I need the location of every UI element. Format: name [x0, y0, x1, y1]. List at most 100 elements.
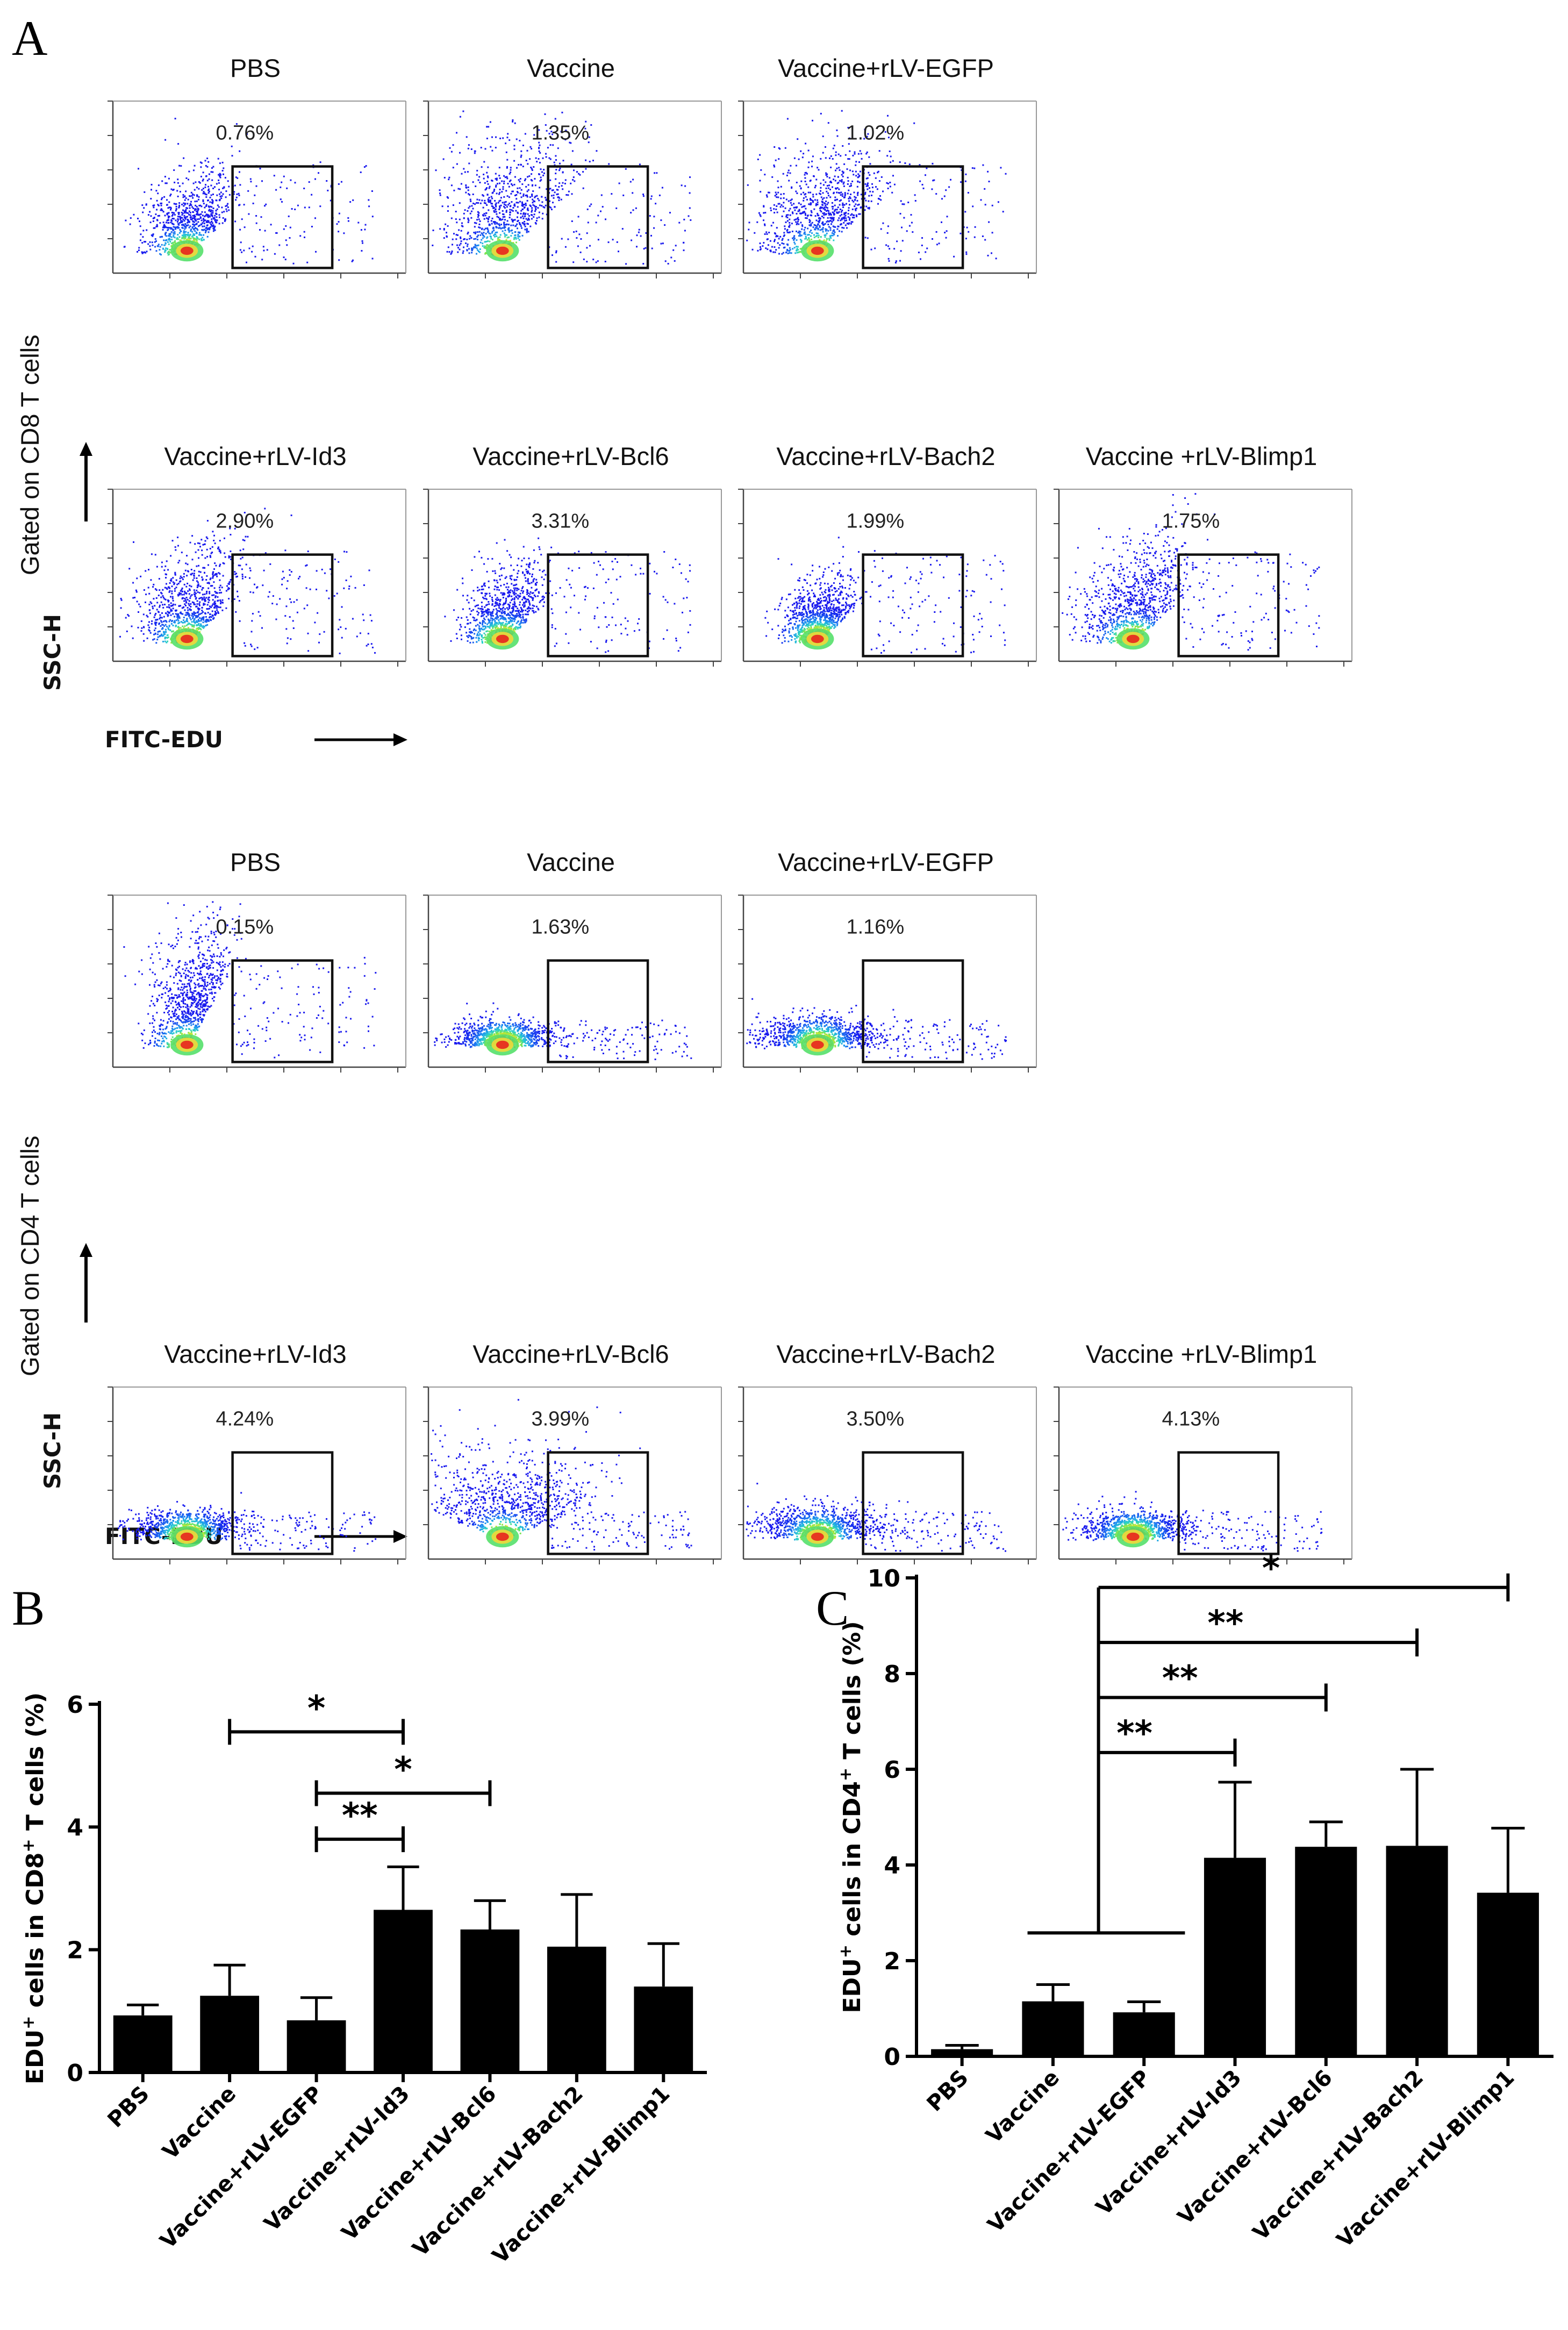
- cell-event: [488, 201, 490, 203]
- cell-event: [147, 214, 149, 216]
- cell-event: [333, 595, 335, 597]
- cell-event: [503, 222, 505, 224]
- cell-event: [538, 173, 540, 175]
- cell-event: [346, 551, 348, 553]
- cell-event: [167, 215, 169, 217]
- cell-event: [533, 562, 535, 564]
- cell-event: [261, 180, 263, 182]
- cell-event: [485, 212, 488, 214]
- cell-event: [468, 248, 470, 250]
- cell-event: [810, 235, 812, 237]
- cell-event: [196, 187, 198, 189]
- cell-event: [808, 221, 811, 223]
- cell-event: [796, 230, 797, 232]
- cell-event: [649, 215, 651, 217]
- cell-event: [800, 221, 802, 224]
- cell-event: [832, 217, 834, 219]
- cell-event: [194, 621, 196, 623]
- cell-event: [831, 221, 833, 223]
- cell-event: [508, 236, 510, 238]
- cell-event: [176, 614, 178, 617]
- cell-event: [283, 256, 285, 259]
- cell-event: [529, 563, 531, 566]
- cell-event: [899, 161, 901, 163]
- cell-event: [586, 261, 588, 263]
- cell-event: [162, 211, 164, 213]
- cell-event: [289, 574, 291, 576]
- cell-event: [487, 608, 489, 610]
- cell-event: [965, 173, 967, 175]
- cell-event: [207, 601, 210, 603]
- cell-event: [154, 614, 156, 616]
- cell-event: [811, 211, 813, 213]
- cell-event: [875, 177, 877, 179]
- cell-event: [163, 225, 165, 227]
- cell-event: [804, 226, 806, 228]
- cell-event: [203, 220, 205, 223]
- cell-event: [189, 623, 191, 625]
- cell-event: [503, 603, 505, 605]
- cell-event: [787, 252, 789, 254]
- cell-event: [980, 199, 982, 201]
- cell-event: [525, 601, 527, 603]
- cell-event: [478, 589, 481, 591]
- cell-event: [820, 112, 822, 115]
- cell-event: [462, 608, 464, 610]
- cell-event: [868, 195, 870, 197]
- cell-event: [446, 235, 448, 237]
- cell-event: [469, 631, 470, 633]
- cell-event: [150, 579, 152, 581]
- cell-event: [864, 183, 867, 185]
- cell-event: [502, 606, 504, 609]
- cell-event: [506, 234, 507, 236]
- cell-event: [500, 622, 503, 624]
- cell-event: [187, 198, 189, 201]
- cell-event: [167, 219, 169, 221]
- cell-event: [237, 177, 239, 179]
- cell-event: [154, 241, 156, 243]
- cell-event: [198, 557, 199, 559]
- cell-event: [211, 224, 213, 226]
- cell-event: [164, 244, 166, 246]
- cell-event: [182, 619, 184, 621]
- cell-event: [203, 223, 205, 225]
- cell-event: [171, 631, 173, 633]
- cell-event: [789, 231, 791, 233]
- cell-event: [186, 575, 188, 577]
- cell-event: [534, 184, 536, 187]
- cell-event: [178, 212, 180, 214]
- cell-event: [857, 192, 858, 195]
- cell-event: [164, 638, 166, 640]
- cell-event: [188, 237, 190, 239]
- cell-event: [604, 261, 606, 262]
- cell-event: [177, 618, 179, 620]
- cell-event: [522, 592, 524, 594]
- cell-event: [223, 211, 225, 213]
- cell-event: [810, 225, 812, 227]
- cell-event: [509, 591, 511, 594]
- cell-event: [475, 246, 477, 248]
- cell-event: [786, 118, 789, 120]
- cell-event: [825, 240, 827, 242]
- cell-event: [272, 595, 274, 597]
- cell-event: [469, 613, 471, 616]
- cell-event: [196, 628, 198, 630]
- cell-event: [595, 261, 597, 263]
- cell-event: [207, 185, 209, 188]
- cell-event: [158, 631, 160, 632]
- cell-event: [209, 216, 211, 218]
- cell-event: [495, 178, 497, 180]
- cell-event: [488, 126, 490, 128]
- cell-event: [479, 628, 482, 630]
- cell-event: [199, 216, 202, 218]
- cell-event: [165, 577, 167, 579]
- cell-event: [153, 616, 155, 618]
- cell-event: [151, 623, 153, 625]
- cell-event: [477, 637, 479, 639]
- cell-event: [538, 216, 540, 218]
- cell-event: [227, 180, 229, 182]
- cell-event: [525, 598, 526, 600]
- cell-event: [784, 225, 786, 227]
- cell-event: [163, 196, 166, 198]
- cell-event: [857, 181, 859, 183]
